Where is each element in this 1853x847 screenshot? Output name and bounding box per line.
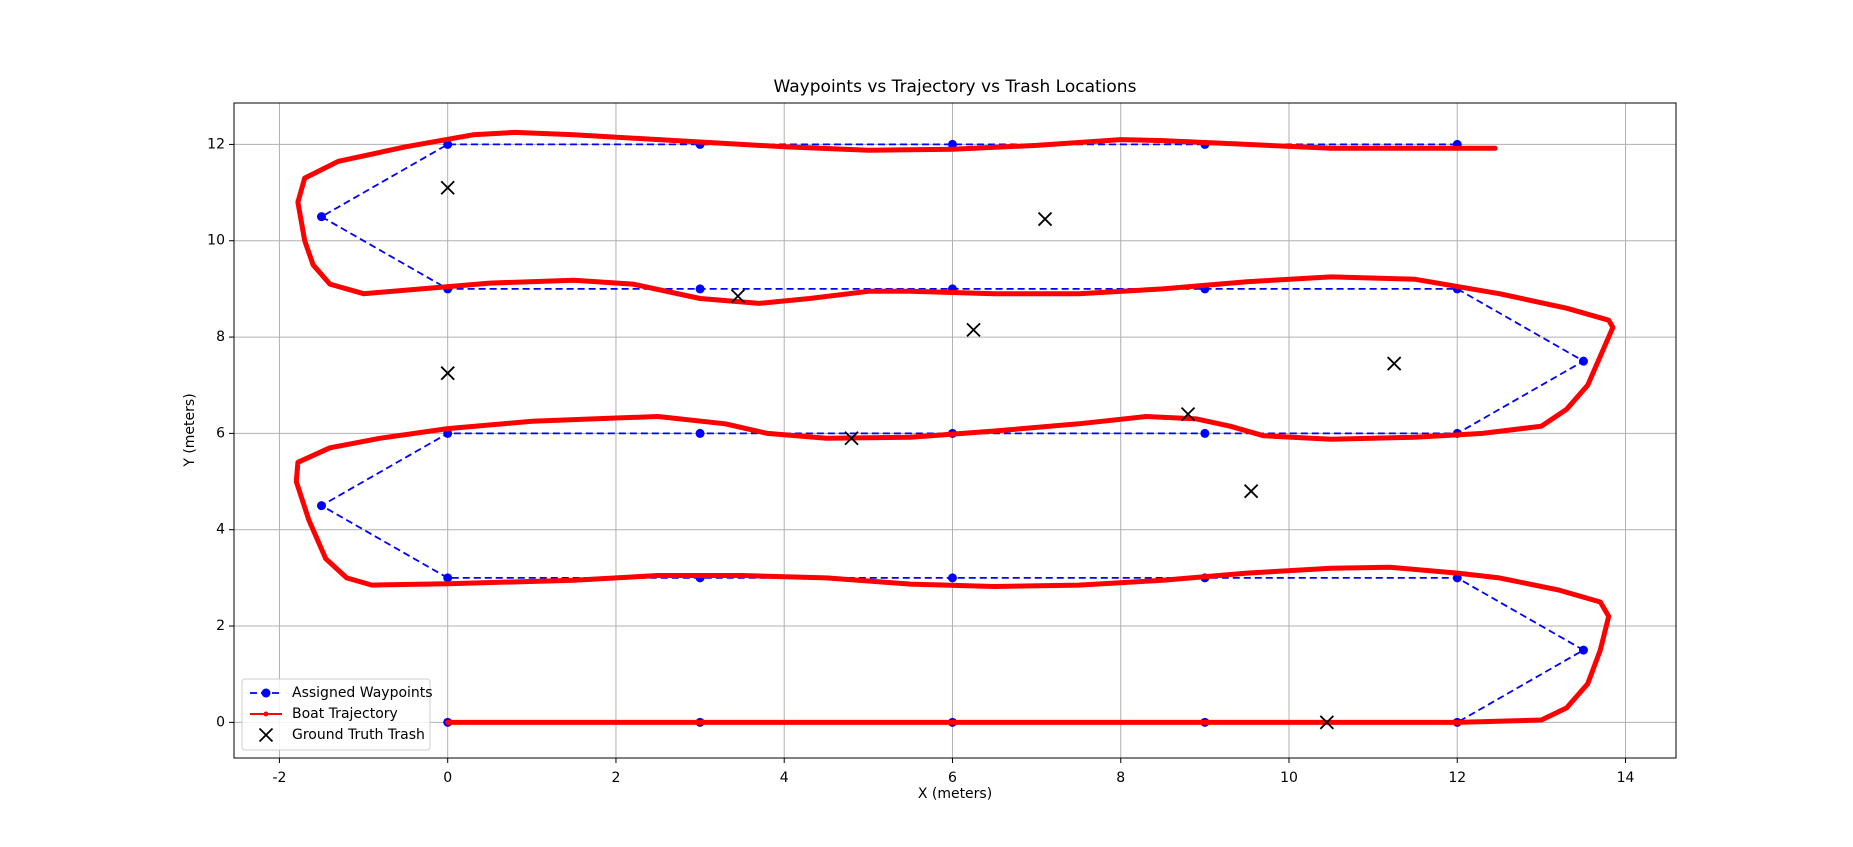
legend-handle: [261, 688, 271, 698]
legend-handle: [263, 711, 269, 717]
trash-marker: [1037, 211, 1053, 227]
x-tick-label: 2: [611, 770, 620, 786]
x-tick-label: 10: [1280, 770, 1298, 786]
y-tick-label: 10: [207, 233, 225, 249]
x-tick-label: 8: [1116, 770, 1125, 786]
legend-box: [241, 678, 431, 751]
trash-marker: [966, 322, 981, 337]
trash-marker: [844, 431, 859, 446]
trajectory: [293, 129, 1616, 725]
x-tick-label: 6: [948, 770, 957, 786]
waypoint: [443, 573, 453, 583]
waypoint: [316, 212, 326, 222]
waypoint: [1578, 356, 1588, 366]
waypoint: [695, 428, 705, 438]
chart-title: Waypoints vs Trajectory vs Trash Locatio…: [774, 77, 1137, 97]
waypoint: [695, 284, 705, 294]
y-tick-label: 0: [216, 714, 225, 730]
y-tick-label: 8: [216, 329, 225, 345]
waypoint: [1578, 645, 1588, 655]
x-tick-label: 12: [1448, 770, 1466, 786]
trash-marker: [730, 288, 746, 304]
waypoint: [316, 501, 326, 511]
trash-marker: [440, 366, 455, 381]
x-tick-label: 0: [443, 770, 452, 786]
y-axis-label: Y (meters): [182, 393, 198, 467]
waypoint: [1200, 428, 1210, 438]
x-tick-label: 14: [1617, 770, 1635, 786]
trash-marker: [1319, 715, 1334, 730]
x-tick-label: -2: [272, 770, 286, 786]
y-tick-label: 12: [207, 136, 225, 152]
y-tick-label: 2: [216, 618, 225, 634]
waypoint: [947, 573, 957, 583]
legend-label: Assigned Waypoints: [292, 685, 433, 701]
plot-frame: [233, 102, 1677, 759]
legend-handle: [258, 727, 274, 743]
x-axis-label: X (meters): [918, 786, 992, 802]
y-tick-label: 6: [216, 425, 225, 441]
trash-marker: [440, 180, 455, 195]
trash-marker: [1387, 356, 1402, 371]
x-tick-label: 4: [780, 770, 789, 786]
legend-label: Boat Trajectory: [292, 706, 398, 722]
trash-marker: [1244, 484, 1259, 499]
legend-label: Ground Truth Trash: [292, 727, 425, 743]
trash-marker: [1180, 406, 1196, 422]
y-tick-label: 4: [216, 522, 225, 538]
legend: Assigned Waypoints Boat Trajectory Ground …: [241, 678, 433, 751]
